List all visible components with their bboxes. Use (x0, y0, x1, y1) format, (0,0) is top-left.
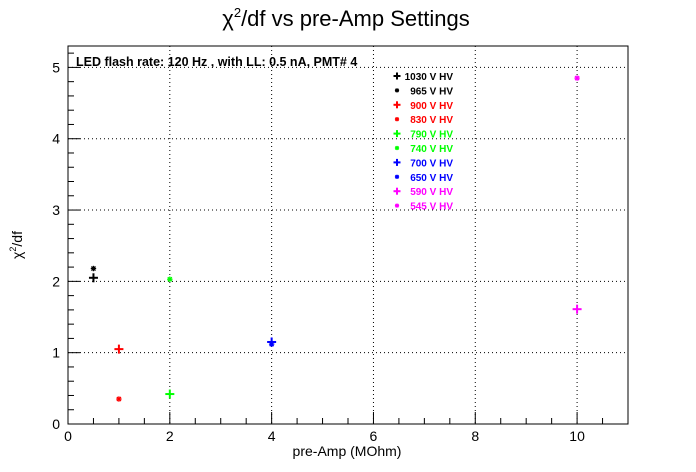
y-tick-label: 1 (52, 345, 60, 361)
legend-marker (394, 145, 400, 151)
x-tick-label: 4 (268, 428, 276, 444)
legend-entry: 700 V HV (410, 158, 453, 169)
x-tick-label: 2 (166, 428, 174, 444)
data-point (116, 396, 122, 402)
chart-title: χ2/df vs pre-Amp Settings (222, 5, 469, 31)
x-tick-label: 6 (370, 428, 378, 444)
y-tick-label: 4 (52, 131, 60, 147)
data-point (90, 265, 97, 272)
data-point (268, 341, 275, 347)
legend-marker (393, 72, 401, 80)
legend-marker (394, 117, 400, 122)
legend-marker (394, 174, 400, 179)
x-tick-label: 10 (569, 428, 585, 444)
legend-marker (394, 203, 400, 208)
legend-entry: 545 V HV (410, 202, 453, 213)
y-axis-label: χ2/df (8, 231, 25, 259)
legend-entry: 830 V HV (410, 115, 453, 126)
tick-labels: 0 2 4 6 8 10 0 1 2 3 4 5 (52, 59, 585, 444)
x-tick-label: 0 (64, 428, 72, 444)
legend-entry: 650 V HV (410, 173, 453, 184)
legend-marker (393, 130, 401, 138)
chart-annotation: LED flash rate: 120 Hz , with LL: 0.5 nA… (76, 55, 357, 69)
y-tick-label: 2 (52, 273, 60, 289)
data-point (88, 273, 98, 283)
tick-marks (67, 52, 629, 425)
data-point (165, 389, 175, 399)
legend-marker (393, 158, 401, 166)
y-tick-label: 0 (52, 416, 60, 432)
grid-lines (68, 46, 628, 424)
legend-entry: 590 V HV (410, 187, 453, 198)
data-points (88, 75, 582, 402)
y-tick-label: 3 (52, 202, 60, 218)
legend-entry: 740 V HV (410, 144, 453, 155)
x-tick-label: 8 (471, 428, 479, 444)
legend-entry: 900 V HV (410, 101, 453, 112)
legend-marker (394, 88, 400, 93)
data-point (114, 344, 124, 354)
legend-entry: 1030 V HV (405, 72, 454, 83)
data-point (572, 304, 582, 314)
y-tick-label: 5 (52, 59, 60, 75)
legend-marker (393, 187, 401, 195)
legend: 1030 V HV 965 V HV 900 V HV 830 V HV 790 V H… (393, 72, 454, 213)
data-point (167, 276, 173, 282)
legend-marker (393, 101, 401, 109)
legend-entry: 965 V HV (410, 86, 453, 97)
x-axis-label: pre-Amp (MOhm) (293, 443, 402, 459)
legend-entry: 790 V HV (410, 130, 453, 141)
data-point (574, 75, 580, 81)
